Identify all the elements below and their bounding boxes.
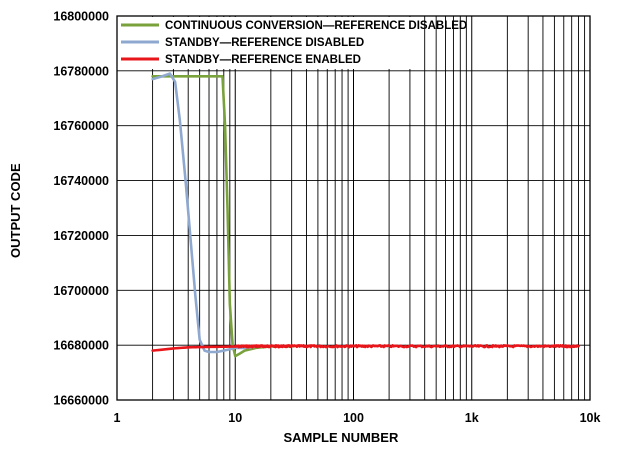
series-line-2 — [151, 72, 273, 354]
y-tick-label: 16700000 — [53, 284, 109, 298]
y-axis-title: OUTPUT CODE — [8, 163, 23, 258]
x-axis-title: SAMPLE NUMBER — [283, 430, 399, 445]
y-tick-label: 16760000 — [53, 119, 109, 133]
legend-label-2: STANDBY—REFERENCE DISABLED — [165, 37, 364, 49]
legend-box — [119, 17, 413, 69]
y-tick-label: 16780000 — [53, 64, 109, 78]
y-tick-label: 16740000 — [53, 174, 109, 188]
y-tick-label: 16680000 — [53, 339, 109, 353]
y-tick-label: 16720000 — [53, 229, 109, 243]
series-line-3 — [151, 344, 580, 352]
x-tick-label: 1k — [465, 411, 479, 425]
x-tick-label: 10k — [580, 411, 601, 425]
y-tick-label: 16660000 — [53, 394, 109, 408]
x-tick-label: 1 — [114, 411, 121, 425]
x-tick-label: 10 — [228, 411, 242, 425]
series-line-1 — [151, 75, 293, 358]
plot-frame — [116, 15, 591, 401]
legend-label-3: STANDBY—REFERENCE ENABLED — [165, 54, 361, 66]
legend-label-1: CONTINUOUS CONVERSION—REFERENCE DISABLED — [165, 20, 467, 32]
y-tick-label: 16800000 — [53, 10, 109, 24]
x-tick-label: 100 — [343, 411, 364, 425]
